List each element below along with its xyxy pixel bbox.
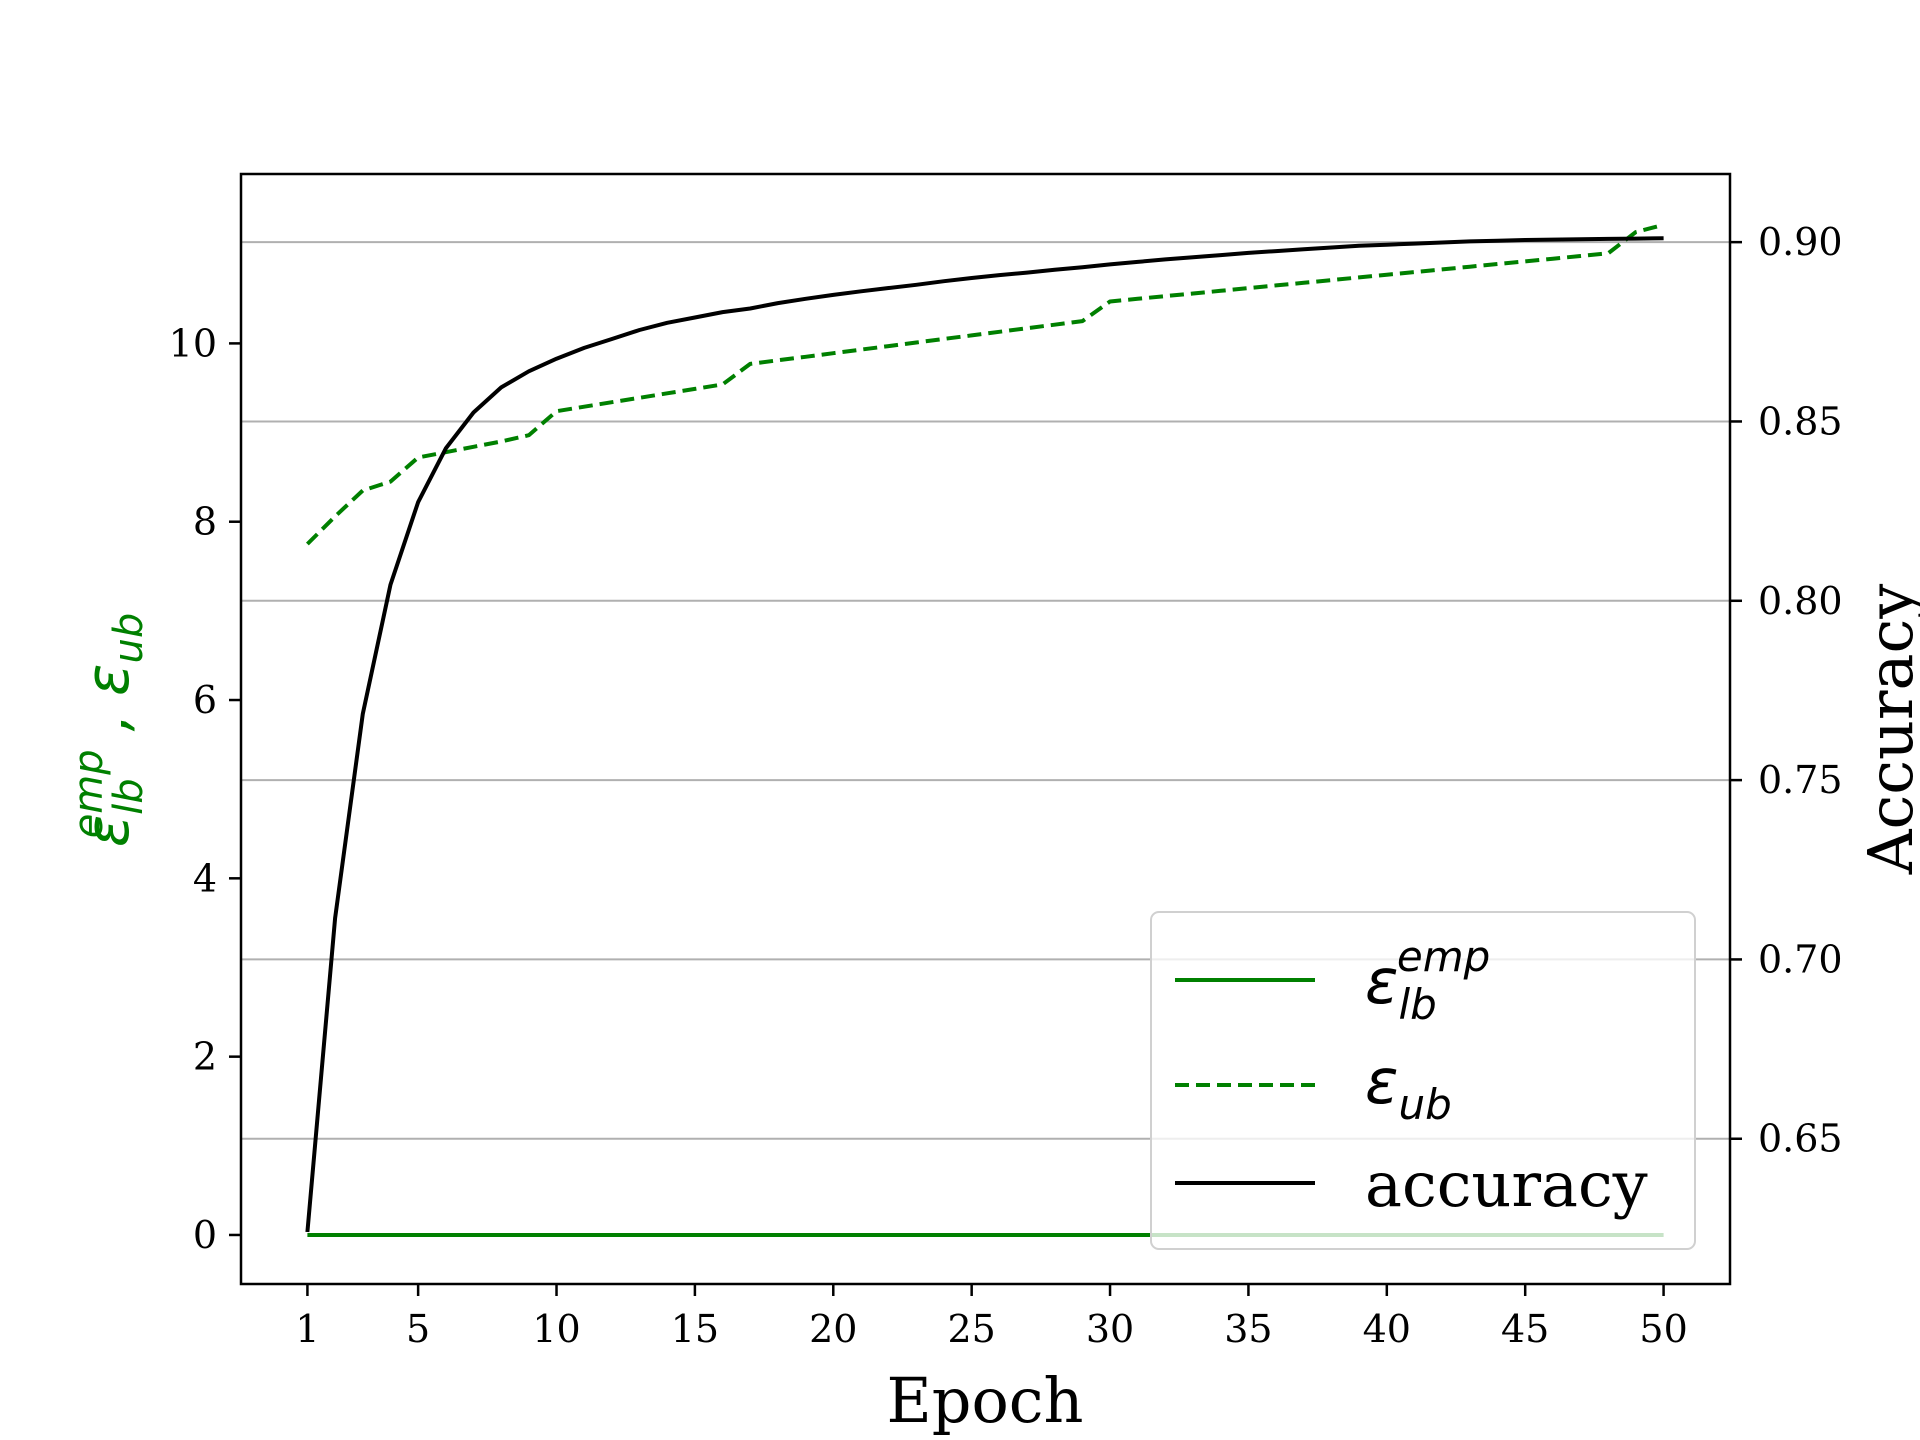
y-right-tick-label: 0.80 [1758, 579, 1843, 623]
legend-label-eps-lb: εlbemp [1365, 932, 1490, 1029]
y-right-tick-label: 0.70 [1758, 937, 1843, 981]
y-right-tick-label: 0.85 [1758, 399, 1843, 443]
legend-box [1150, 911, 1696, 1250]
x-tick-label: 20 [809, 1307, 857, 1351]
y-left-tick-label: 2 [193, 1035, 217, 1079]
x-axis-title: Epoch [887, 1364, 1084, 1437]
y-right-tick-label: 0.75 [1758, 758, 1843, 802]
legend: εlbemp εub accuracy [1150, 911, 1696, 1250]
series-eps-ub-line [305, 222, 1665, 546]
y-left-tick-label: 6 [193, 678, 217, 722]
left-axis-ticks: 0 2 4 6 8 10 [169, 321, 241, 1257]
legend-label-eps-ub: εub [1365, 1045, 1452, 1129]
x-tick-label: 35 [1224, 1307, 1272, 1351]
x-tick-label: 45 [1501, 1307, 1549, 1351]
y-left-tick-label: 4 [193, 856, 217, 900]
y-left-tick-label: 0 [193, 1213, 217, 1257]
y-right-tick-label: 0.90 [1758, 220, 1843, 264]
y-right-tick-label: 0.65 [1758, 1117, 1843, 1161]
y-left-tick-label: 8 [193, 500, 217, 544]
x-tick-label: 30 [1086, 1307, 1134, 1351]
plot-frame [239, 172, 1732, 1286]
x-tick-label: 50 [1639, 1307, 1687, 1351]
left-axis-title: εlbemp , εub [66, 613, 152, 848]
y-left-tick-label: 10 [169, 321, 217, 365]
x-tick-label: 5 [406, 1307, 430, 1351]
x-axis-ticks: 1 5 10 15 20 25 30 35 40 45 50 [295, 1284, 1688, 1351]
right-axis-ticks: 0.65 0.70 0.75 0.80 0.85 0.90 [1730, 220, 1843, 1161]
series-accuracy-line [305, 236, 1664, 1233]
x-tick-label: 1 [295, 1307, 319, 1351]
x-tick-label: 40 [1363, 1307, 1411, 1351]
x-tick-label: 15 [671, 1307, 719, 1351]
legend-label-accuracy: accuracy [1365, 1148, 1648, 1221]
x-tick-label: 25 [947, 1307, 995, 1351]
x-tick-label: 10 [532, 1307, 580, 1351]
right-axis-title: Accuracy [1854, 584, 1920, 876]
